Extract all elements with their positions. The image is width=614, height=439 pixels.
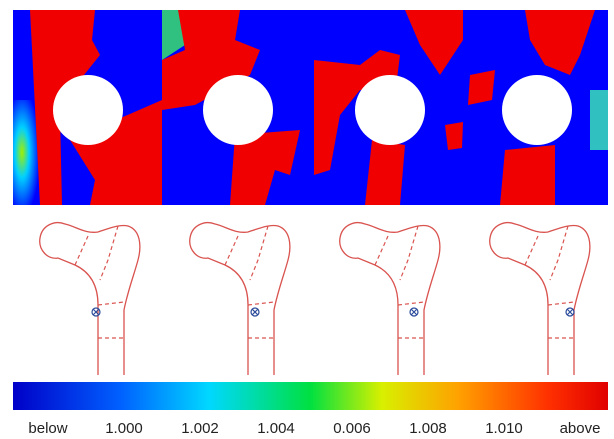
colorbar <box>13 382 608 410</box>
colorbar-label: 1.000 <box>105 420 143 437</box>
contour-panel-4 <box>463 10 608 205</box>
figure: below 1.000 1.002 1.004 0.006 1.008 1.010 above <box>0 0 614 439</box>
colorbar-label: 1.004 <box>257 420 295 437</box>
contour-panel-2 <box>162 10 314 205</box>
colorbar-label: 1.008 <box>409 420 447 437</box>
colorbar-label: below <box>28 420 67 437</box>
colorbar-label: above <box>560 420 601 437</box>
femur-diagrams <box>40 223 590 375</box>
contour-panel-1 <box>13 10 162 205</box>
colorbar-label: 1.010 <box>485 420 523 437</box>
contour-panel-3 <box>314 10 463 205</box>
colorbar-label: 0.006 <box>333 420 371 437</box>
colorbar-label: 1.002 <box>181 420 219 437</box>
